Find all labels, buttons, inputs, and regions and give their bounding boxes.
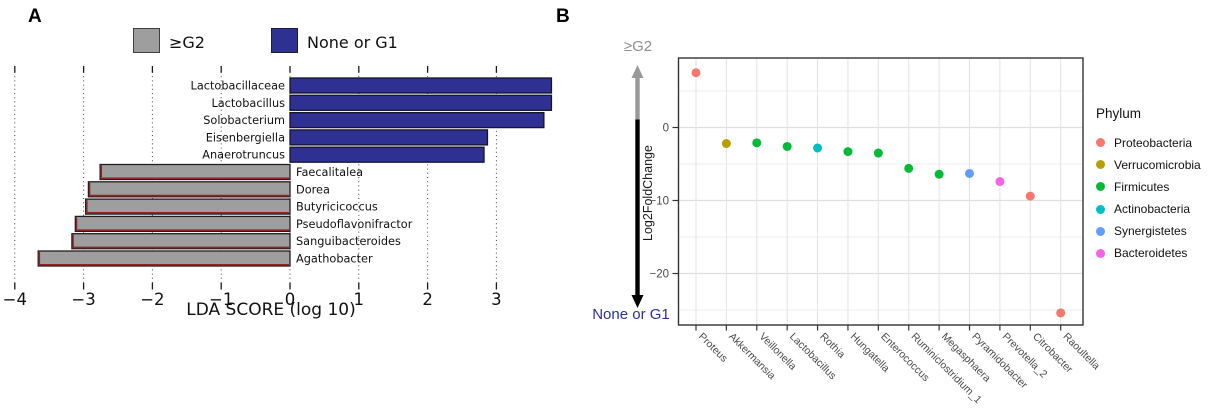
bar-label-lactobacillus: Lactobacillus	[211, 97, 285, 110]
bar-anaerotruncus	[289, 146, 485, 163]
log2fc-scatter-chart: 0−10−20ProteusAkkermansiaVeillonellaLact…	[631, 57, 1102, 406]
point-hungatella	[843, 147, 853, 157]
bar-butyricicoccus	[85, 198, 291, 215]
bar-label-lactobacillaceae: Lactobacillaceae	[191, 80, 285, 93]
point-prevotella_2	[995, 177, 1005, 187]
point-enterococcus	[873, 148, 883, 158]
bar-eisenbergiella	[289, 129, 489, 146]
arrow-blue-shaft	[635, 119, 640, 297]
point-raoultella	[1056, 308, 1066, 318]
point-akkermansia	[721, 139, 731, 149]
x-tick-label--1: −1	[209, 290, 233, 309]
direction-label-none-or-g1: None or G1	[592, 306, 670, 323]
bar-label-faecalitalea: Faecalitalea	[296, 166, 363, 179]
x-tick-label-1: 1	[354, 290, 365, 309]
point-proteus	[691, 68, 701, 78]
lda-axis-title: LDA SCORE (log 10)	[186, 300, 356, 320]
point-megasphaera	[934, 169, 944, 179]
phylum-legend-item-verrucomicrobia: Verrucomicrobia	[1096, 156, 1201, 173]
bar-lactobacillaceae	[289, 77, 553, 94]
direction-label-geG2: ≥G2	[623, 38, 653, 55]
x-tick-label--3: −3	[71, 290, 95, 309]
bar-label-butyricicoccus: Butyricicoccus	[296, 201, 378, 214]
legend-swatch-geG2	[133, 28, 160, 53]
arrow-gray-shaft	[635, 76, 640, 120]
phylum-label-firmicutes: Firmicutes	[1114, 179, 1170, 194]
bar-lactobacillus	[289, 94, 553, 111]
legend-label-geG2: ≥G2	[169, 33, 205, 52]
phylum-dot-bacteroidetes	[1096, 248, 1105, 258]
legend-swatch-none-or-g1	[271, 28, 298, 53]
phylum-legend-items: Proteobacteria Verrucomicrobia Firmicutes A…	[1096, 134, 1201, 262]
bar-pseudoflavonifractor	[74, 215, 291, 233]
x-tick-label-3: 3	[491, 290, 502, 309]
point-veillonella	[752, 138, 762, 148]
point-ruminiclostridium_1	[904, 163, 914, 173]
phylum-legend-title: Phylum	[1096, 106, 1142, 121]
point-citrobacter	[1025, 191, 1035, 201]
bar-label-eisenbergiella: Eisenbergiella	[206, 131, 285, 144]
phylum-dot-proteobacteria	[1096, 138, 1105, 147]
y-tick-label--20: −20	[649, 269, 669, 281]
phylum-label-bacteroidetes: Bacteroidetes	[1114, 246, 1188, 261]
phylum-legend: Phylum Proteobacteria Verrucomicrobia Firm…	[1096, 106, 1201, 267]
legend-label-none-or-g1: None or G1	[307, 33, 398, 52]
point-lactobacillus	[782, 141, 792, 151]
phylum-label-synergistetes: Synergistetes	[1114, 224, 1187, 239]
phylum-dot-verrucomicrobia	[1096, 160, 1105, 170]
bar-label-anaerotruncus: Anaerotruncus	[202, 149, 285, 162]
bar-agathobacter	[37, 250, 291, 267]
lda-bar-chart: −4 −3 −2 −1 0 1 2 3 Lactobacillaceae Lactobacillu…	[3, 66, 553, 309]
phylum-dot-actinobacteria	[1096, 204, 1105, 214]
point-rothia	[813, 143, 823, 153]
x-tick-label--2: −2	[140, 290, 164, 309]
phylum-dot-synergistetes	[1096, 226, 1105, 236]
y-tick-label--10: −10	[649, 196, 669, 208]
phylum-label-actinobacteria: Actinobacteria	[1114, 202, 1191, 217]
bar-sanguibacteroides	[71, 233, 291, 250]
arrow-up-head	[631, 65, 644, 78]
point-pyramidobacter	[965, 168, 975, 178]
bar-solobacterium	[289, 111, 545, 129]
panel-b-letter: B	[556, 6, 570, 27]
bar-label-solobacterium: Solobacterium	[203, 114, 285, 127]
phylum-label-proteobacteria: Proteobacteria	[1114, 135, 1193, 150]
phylum-label-verrucomicrobia: Verrucomicrobia	[1114, 157, 1201, 172]
y-tick-label-0: 0	[663, 123, 669, 135]
bar-label-pseudoflavonifractor: Pseudoflavonifractor	[296, 218, 413, 231]
x-tick-label-2: 2	[422, 290, 433, 309]
phylum-legend-item-actinobacteria: Actinobacteria	[1096, 201, 1201, 218]
phylum-legend-item-synergistetes: Synergistetes	[1096, 223, 1201, 240]
updown-direction-arrow	[631, 65, 644, 308]
bar-label-dorea: Dorea	[296, 183, 330, 196]
arrow-down-head	[631, 295, 644, 308]
x-tick-label-0: 0	[285, 290, 296, 309]
x-tick-label-proteus: Proteus	[696, 331, 730, 365]
panel-border	[677, 57, 1084, 326]
x-tick-label--4: −4	[3, 290, 27, 309]
phylum-legend-item-firmicutes: Firmicutes	[1096, 178, 1201, 195]
bar-dorea	[87, 181, 291, 198]
phylum-legend-item-bacteroidetes: Bacteroidetes	[1096, 245, 1201, 262]
bar-label-sanguibacteroides: Sanguibacteroides	[296, 235, 401, 248]
phylum-dot-firmicutes	[1096, 182, 1105, 192]
panel-a-letter: A	[28, 6, 42, 27]
bar-faecalitalea	[99, 163, 291, 181]
phylum-legend-item-proteobacteria: Proteobacteria	[1096, 134, 1201, 151]
bar-label-agathobacter: Agathobacter	[296, 253, 373, 266]
